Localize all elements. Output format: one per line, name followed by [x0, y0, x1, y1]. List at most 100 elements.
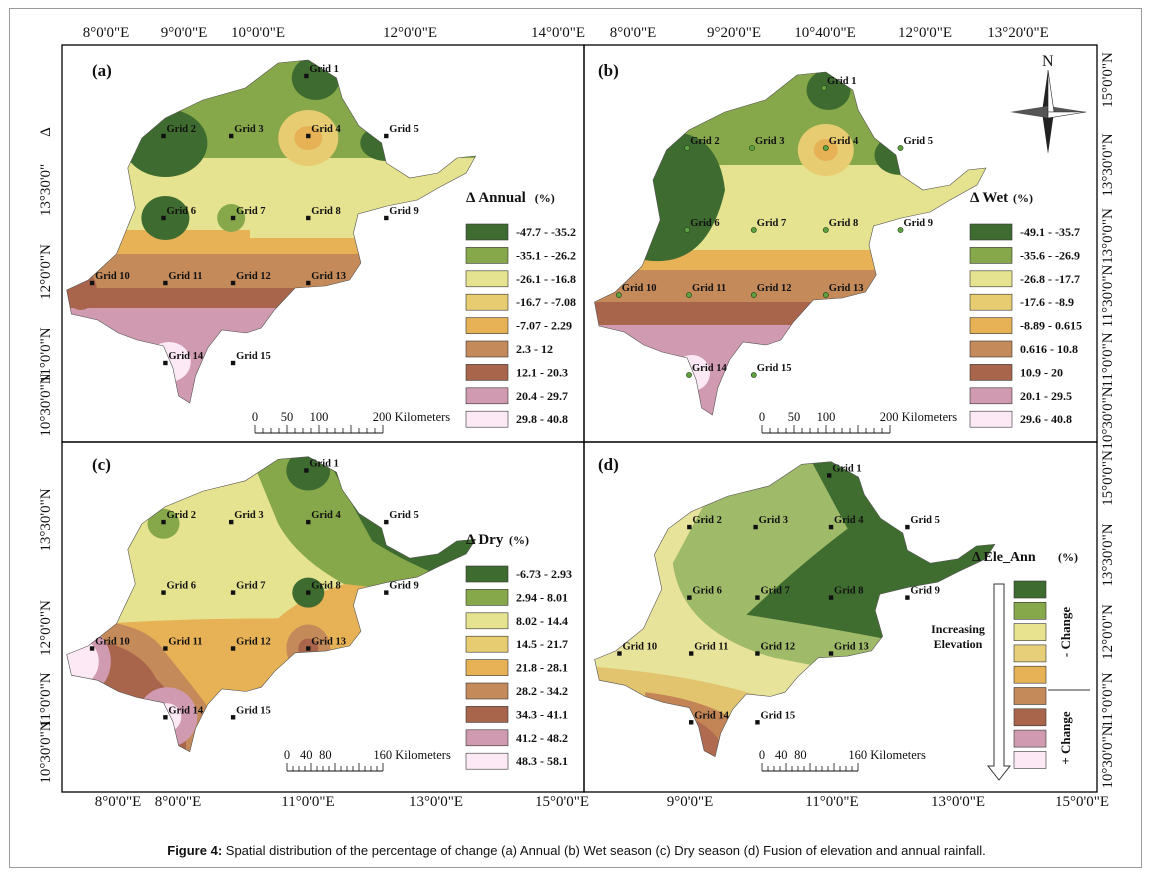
map-outline-c [66, 456, 477, 753]
top-tick-a-4: 14°0'0"E [531, 25, 585, 41]
legend-label-b-4: -8.89 - 0.615 [1020, 319, 1082, 333]
grid-point-7 [230, 590, 236, 595]
grid-label-6: Grid 6 [167, 581, 196, 592]
grid-point-12 [230, 280, 236, 286]
grid-label-11: Grid 11 [694, 642, 728, 653]
grid-point-10 [89, 280, 95, 286]
legend-swatch-c-8 [465, 752, 509, 770]
north-label: N [1042, 53, 1054, 70]
legend-label-a-1: -35.1 - -26.2 [516, 248, 576, 262]
legend-title-a: Δ Annual [466, 190, 526, 206]
grid-label-11: Grid 11 [692, 283, 726, 294]
grid-point-14 [163, 360, 168, 366]
grid-label-12: Grid 12 [760, 642, 795, 653]
legend-swatch-a-7 [465, 387, 509, 405]
grid-label-8: Grid 8 [829, 218, 858, 229]
grid-point-8 [306, 215, 311, 221]
grid-label-10: Grid 10 [622, 283, 657, 294]
grid-point-1 [304, 73, 309, 79]
grid-label-9: Grid 9 [904, 218, 933, 229]
grid-label-11: Grid 11 [168, 637, 202, 648]
grid-label-15: Grid 15 [236, 351, 271, 362]
legend-a: Δ Annual (%) -47.7 - -35.2 -35.1 - -26.2 -26… [465, 190, 576, 428]
legend-swatch-b-2 [969, 270, 1013, 288]
grid-label-7: Grid 7 [236, 206, 265, 217]
legend-swatch-a-0 [465, 223, 509, 241]
grid-points-d: Grid 1 Grid 2 Grid 3 Grid 4 Grid 5 Grid 6 Grid… [617, 463, 940, 725]
scale-bar-a: 0 50 100 200 Kilometers [252, 410, 450, 434]
legend-swatch-a-6 [465, 364, 509, 381]
grid-label-13: Grid 13 [834, 642, 869, 653]
right-tick-b-3: 11°30'0"N [1100, 265, 1116, 328]
bottom-tick-c-0: 8°0'0"E [95, 794, 142, 810]
panel-label-a: (a) [92, 61, 112, 80]
legend-label-b-8: 29.6 - 40.8 [1020, 412, 1072, 426]
panel-label-c: (c) [92, 455, 111, 474]
legend-label-a-3: -16.7 - -7.08 [516, 295, 576, 309]
right-tick-b-5: 10°30'0"N [1100, 386, 1116, 449]
grid-label-9: Grid 9 [389, 581, 418, 592]
legend-swatch-d-8 [1013, 751, 1047, 769]
grid-point-15 [230, 715, 236, 720]
legend-label-a-5: 2.3 - 12 [516, 342, 553, 356]
legend-swatch-b-7 [969, 387, 1013, 405]
grid-point-9 [384, 215, 389, 221]
scale-label-a-2: 100 [310, 410, 329, 424]
scale-label-c-2: 80 [319, 748, 332, 762]
grid-label-14: Grid 14 [694, 710, 729, 721]
grid-point-11 [163, 646, 168, 651]
legend-swatch-d-7 [1013, 729, 1047, 748]
bottom-tick-d-1: 11°0'0"E [805, 794, 858, 810]
legend-label-c-0: -6.73 - 2.93 [516, 567, 572, 581]
grid-label-3: Grid 3 [755, 136, 784, 147]
grid-point-11 [163, 280, 168, 286]
grid-point-5 [384, 133, 389, 139]
legend-label-b-7: 20.1 - 29.5 [1020, 389, 1072, 403]
legend-swatch-b-3 [969, 293, 1013, 311]
grid-point-5 [384, 519, 389, 525]
top-tick-b-0: 8°0'0"E [610, 25, 657, 41]
legend-swatch-c-7 [465, 729, 509, 747]
grid-label-10: Grid 10 [622, 642, 657, 653]
grid-point-9 [897, 227, 904, 233]
grid-point-13 [828, 651, 834, 656]
grid-point-8 [822, 227, 829, 233]
right-tick-b-2: 13°0'0"N [1100, 208, 1116, 264]
right-tick-d-1: 13°30'0"N [1100, 523, 1116, 586]
legend-swatch-a-2 [465, 270, 509, 288]
grid-point-14 [163, 715, 168, 720]
right-tick-b-4: 11°0'0"N [1100, 332, 1116, 387]
legend-label-c-8: 48.3 - 58.1 [516, 754, 568, 768]
grid-label-13: Grid 13 [311, 271, 346, 282]
bottom-tick-d-0: 9°0'0"E [667, 794, 714, 810]
legend-swatch-b-5 [969, 340, 1013, 358]
right-tick-d-2: 12°0'0"N [1100, 604, 1116, 660]
grid-point-2 [687, 524, 692, 530]
map-outline-a [66, 59, 477, 404]
grid-label-14: Grid 14 [168, 351, 203, 362]
grid-label-9: Grid 9 [910, 586, 939, 597]
grid-point-13 [306, 646, 311, 651]
legend-swatch-a-1 [465, 247, 509, 264]
legend-b: Δ Wet (%) -49.1 - -35.7 -35.6 - -26.9 -26.8 … [969, 190, 1082, 428]
grid-label-2: Grid 2 [690, 136, 719, 147]
grid-label-4: Grid 4 [829, 136, 859, 147]
grid-point-10 [615, 292, 622, 298]
grid-point-8 [306, 590, 311, 595]
grid-point-3 [749, 145, 755, 151]
grid-point-5 [905, 524, 910, 530]
legend-unit-a: (%) [535, 191, 555, 205]
legend-title-d: Δ Ele_Ann [972, 550, 1036, 565]
grid-point-2 [684, 145, 691, 151]
scale-bar-c: 0 40 80 160 Kilometers [284, 748, 451, 772]
grid-label-13: Grid 13 [829, 283, 864, 294]
legend-label-b-6: 10.9 - 20 [1020, 365, 1063, 379]
legend-swatch-c-5 [465, 682, 509, 700]
bottom-tick-d-2: 13°0'0"E [931, 794, 985, 810]
grid-point-3 [229, 133, 234, 139]
grid-point-11 [689, 651, 694, 656]
legend-label-c-1: 2.94 - 8.01 [516, 590, 568, 604]
legend-label-a-4: -7.07 - 2.29 [516, 319, 572, 333]
legend-unit-c: (%) [509, 533, 529, 547]
legend-label-b-2: -26.8 - -17.7 [1020, 272, 1080, 286]
